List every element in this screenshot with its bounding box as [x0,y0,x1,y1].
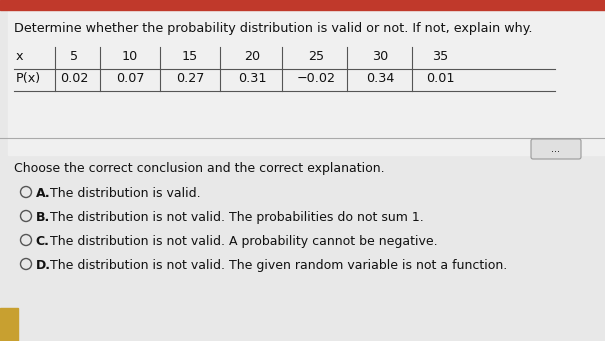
Text: 0.31: 0.31 [238,72,266,85]
Text: Determine whether the probability distribution is valid or not. If not, explain : Determine whether the probability distri… [14,22,532,35]
Bar [0,308,18,341]
Text: A.: A. [36,187,50,200]
Text: B.: B. [36,211,50,224]
Text: C.: C. [36,235,50,248]
Text: 15: 15 [182,50,198,63]
Bar [8,10,605,155]
Text: x: x [16,50,24,63]
Text: 30: 30 [372,50,388,63]
FancyBboxPatch shape [531,139,581,159]
Text: 0.34: 0.34 [366,72,394,85]
Text: Choose the correct conclusion and the correct explanation.: Choose the correct conclusion and the co… [14,162,385,175]
Text: D.: D. [36,259,50,272]
Text: The distribution is not valid. The probabilities do not sum 1.: The distribution is not valid. The proba… [50,211,424,224]
Bar [0,0,605,10]
Text: 10: 10 [122,50,138,63]
Text: 5: 5 [70,50,78,63]
Text: The distribution is not valid. A probability cannot be negative.: The distribution is not valid. A probabi… [50,235,437,248]
Text: ...: ... [552,144,560,154]
Text: 25: 25 [308,50,324,63]
Text: 20: 20 [244,50,260,63]
Text: −0.02: −0.02 [296,72,336,85]
Text: P(x): P(x) [16,72,41,85]
Text: 0.07: 0.07 [116,72,144,85]
Text: 0.02: 0.02 [60,72,88,85]
Text: 0.01: 0.01 [426,72,454,85]
Text: The distribution is not valid. The given random variable is not a function.: The distribution is not valid. The given… [50,259,507,272]
Text: 35: 35 [432,50,448,63]
Text: 0.27: 0.27 [176,72,204,85]
Text: The distribution is valid.: The distribution is valid. [50,187,200,200]
